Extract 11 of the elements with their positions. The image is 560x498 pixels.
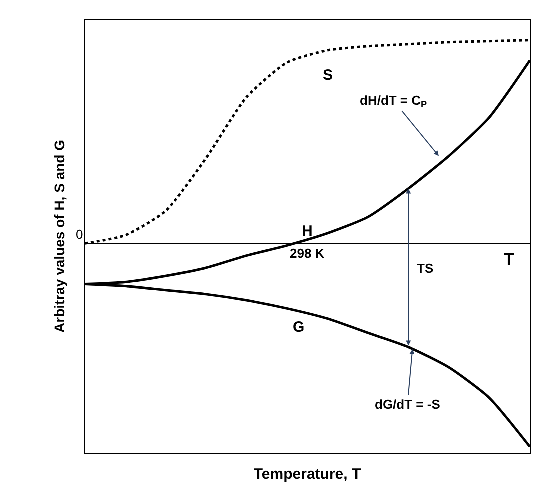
y-axis-title: Arbitray values of H, S and G — [52, 140, 68, 333]
series-label: S — [323, 67, 334, 84]
annotation: T — [504, 250, 515, 269]
series-label: H — [302, 223, 313, 240]
ref-line-label: 0 — [76, 227, 84, 242]
annotation: dH/dT = C$_{P}$ — [360, 93, 428, 110]
x-axis-title: Temperature, T — [254, 466, 362, 483]
annotation: TS — [417, 261, 434, 276]
annotation: dG/dT = -S — [375, 397, 441, 412]
annotation: 298 K — [290, 246, 326, 261]
series-label: G — [293, 319, 305, 336]
